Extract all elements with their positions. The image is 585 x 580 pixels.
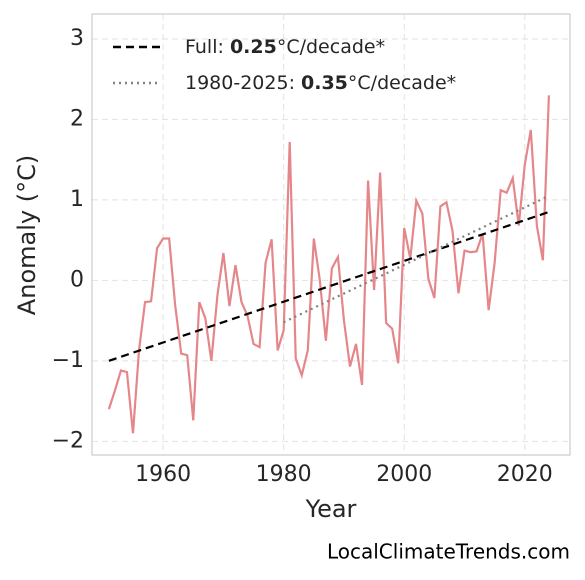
y-tick-label: 2 [70,106,84,131]
legend-text: 0.25 [230,36,277,58]
footer: LocalClimateTrends.com [327,540,570,564]
legend-text: °C/decade* [348,72,456,94]
y-tick-label: 1 [70,187,84,212]
x-tick-label: 2020 [497,462,553,487]
legend-text: Full: [185,36,230,58]
y-axis-label: Anomaly (°C) [13,155,41,315]
x-tick-label: 1960 [135,462,191,487]
y-tick-label: 0 [70,267,84,292]
series-line [108,210,550,362]
legend-text: 1980-2025: [185,72,301,94]
legend-label: 1980-2025: 0.35°C/decade* [185,72,456,94]
y-tick-label: 3 [70,26,84,51]
plot-frame [91,13,571,456]
y-tick-label: −1 [52,348,84,373]
series-line [283,194,550,324]
legend-label: Full: 0.25°C/decade* [185,36,385,58]
x-tick-label: 2000 [376,462,432,487]
legend-text: 0.35 [301,72,348,94]
y-tick-label: −2 [52,428,84,453]
x-tick-label: 1980 [256,462,312,487]
legend-text: °C/decade* [277,36,385,58]
x-axis-label: Year [305,495,357,523]
series-line [107,95,551,434]
